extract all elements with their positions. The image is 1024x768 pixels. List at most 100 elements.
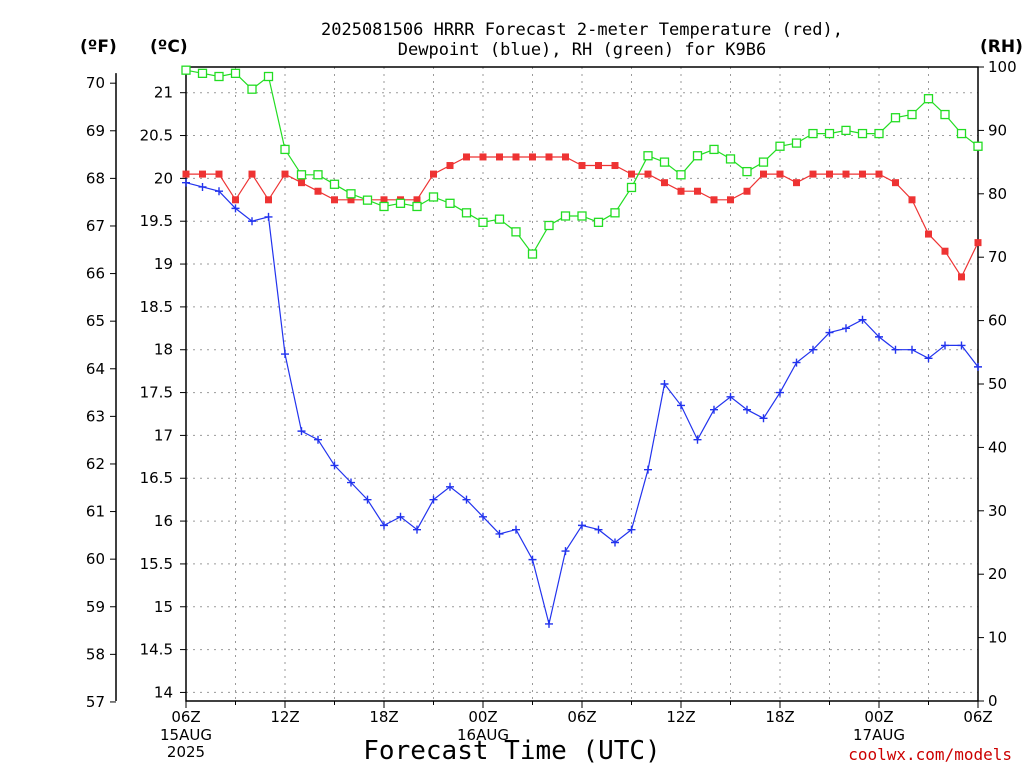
celsius-tick-label: 19 bbox=[154, 255, 173, 273]
rh-point bbox=[874, 128, 884, 139]
celsius-unit-label: (ºC) bbox=[150, 37, 188, 57]
dewpoint-point bbox=[941, 341, 949, 350]
temperature-point bbox=[859, 170, 866, 178]
dewpoint-point bbox=[231, 204, 240, 213]
temperature-point bbox=[232, 196, 239, 204]
rh-point bbox=[577, 211, 587, 221]
temperature-point bbox=[265, 196, 272, 204]
temperature-point bbox=[925, 230, 932, 238]
temperature-point bbox=[215, 170, 223, 178]
fahrenheit-tick-label: 57 bbox=[86, 693, 105, 711]
rh-tick-label: 40 bbox=[988, 438, 1007, 456]
celsius-tick-label: 21 bbox=[154, 84, 173, 102]
rh-series bbox=[181, 65, 983, 259]
rh-unit-label: (RH) bbox=[980, 37, 1023, 57]
rh-point bbox=[659, 157, 670, 167]
dewpoint-point bbox=[627, 525, 636, 534]
dewpoint-point bbox=[297, 427, 306, 436]
temperature-point bbox=[199, 170, 206, 178]
rh-point bbox=[808, 128, 818, 139]
temperature-point bbox=[529, 153, 536, 161]
temperature-point bbox=[875, 170, 883, 178]
x-tick-label: 12Z bbox=[270, 708, 299, 726]
rh-point bbox=[296, 170, 307, 180]
dewpoint-point bbox=[726, 392, 735, 401]
dewpoint-point bbox=[677, 401, 685, 410]
rh-point bbox=[181, 65, 191, 75]
dewpoint-point bbox=[809, 345, 817, 354]
temperature-point bbox=[479, 153, 487, 161]
x-tick-year-label: 2025 bbox=[167, 743, 205, 761]
fahrenheit-tick-label: 70 bbox=[86, 74, 105, 92]
celsius-tick-label: 20.5 bbox=[140, 127, 173, 145]
x-tick-label: 00Z bbox=[468, 708, 497, 726]
temperature-point bbox=[331, 196, 338, 204]
x-tick-date-label: 17AUG bbox=[853, 726, 905, 744]
dewpoint-point bbox=[429, 495, 438, 504]
rh-point bbox=[626, 182, 637, 193]
x-tick-date-label: 16AUG bbox=[457, 726, 509, 744]
dewpoint-point bbox=[710, 405, 718, 414]
temperature-point bbox=[545, 153, 553, 161]
temperature-point bbox=[430, 170, 437, 178]
x-axis-title: Forecast Time (UTC) bbox=[363, 736, 660, 766]
temperature-point bbox=[463, 153, 470, 161]
temperature-point bbox=[595, 162, 602, 170]
celsius-tick-label: 18.5 bbox=[140, 298, 173, 316]
dewpoint-point bbox=[611, 538, 619, 547]
dewpoint-point bbox=[693, 435, 702, 444]
x-tick-label: 12Z bbox=[666, 708, 695, 726]
dewpoint-point bbox=[363, 495, 372, 504]
rh-point bbox=[643, 151, 653, 161]
dewpoint-point bbox=[660, 380, 669, 388]
dewpoint-point bbox=[545, 619, 553, 628]
rh-tick-label: 20 bbox=[988, 565, 1007, 583]
temperature-point bbox=[677, 187, 685, 195]
rh-tick-label: 50 bbox=[988, 375, 1007, 393]
rh-point bbox=[214, 71, 224, 82]
dewpoint-point bbox=[957, 341, 966, 350]
rh-point bbox=[973, 141, 983, 151]
dewpoint-point bbox=[875, 332, 883, 341]
dewpoint-point bbox=[347, 478, 355, 487]
celsius-tick-label: 15.5 bbox=[140, 555, 173, 573]
rh-point bbox=[692, 151, 703, 161]
dewpoint-point bbox=[512, 525, 520, 534]
celsius-tick-label: 17 bbox=[154, 426, 173, 444]
rh-point bbox=[824, 128, 835, 139]
dewpoint-point bbox=[792, 358, 801, 367]
rh-tick-label: 10 bbox=[988, 629, 1007, 647]
rh-point bbox=[923, 94, 934, 104]
temperature-point bbox=[578, 162, 586, 170]
rh-point bbox=[791, 138, 802, 148]
temperature-point bbox=[809, 170, 817, 178]
rh-point bbox=[329, 179, 340, 189]
fahrenheit-tick-label: 60 bbox=[86, 550, 105, 568]
rh-point bbox=[412, 201, 422, 212]
temperature-point bbox=[958, 273, 965, 281]
celsius-tick-label: 14.5 bbox=[140, 641, 173, 659]
rh-point bbox=[445, 198, 455, 208]
dewpoint-point bbox=[413, 525, 421, 534]
dewpoint-point bbox=[198, 182, 207, 191]
rh-point bbox=[890, 113, 901, 123]
dewpoint-point bbox=[528, 555, 537, 564]
rh-point bbox=[560, 211, 571, 221]
rh-tick-label: 70 bbox=[988, 248, 1007, 266]
dewpoint-point bbox=[182, 178, 190, 187]
dewpoint-point bbox=[891, 345, 900, 354]
temperature-point bbox=[446, 162, 454, 170]
x-tick-label: 06Z bbox=[567, 708, 596, 726]
celsius-tick-label: 17.5 bbox=[140, 384, 173, 402]
rh-point bbox=[907, 109, 917, 120]
celsius-tick-label: 20 bbox=[154, 169, 173, 187]
x-tick-label: 00Z bbox=[864, 708, 893, 726]
rh-point bbox=[857, 128, 868, 139]
temperature-point bbox=[727, 196, 734, 204]
dewpoint-series bbox=[182, 178, 982, 628]
rh-point bbox=[775, 141, 785, 151]
fahrenheit-tick-label: 58 bbox=[86, 645, 105, 663]
rh-point bbox=[676, 170, 686, 180]
rh-point bbox=[478, 217, 488, 227]
fahrenheit-tick-label: 67 bbox=[86, 217, 105, 235]
